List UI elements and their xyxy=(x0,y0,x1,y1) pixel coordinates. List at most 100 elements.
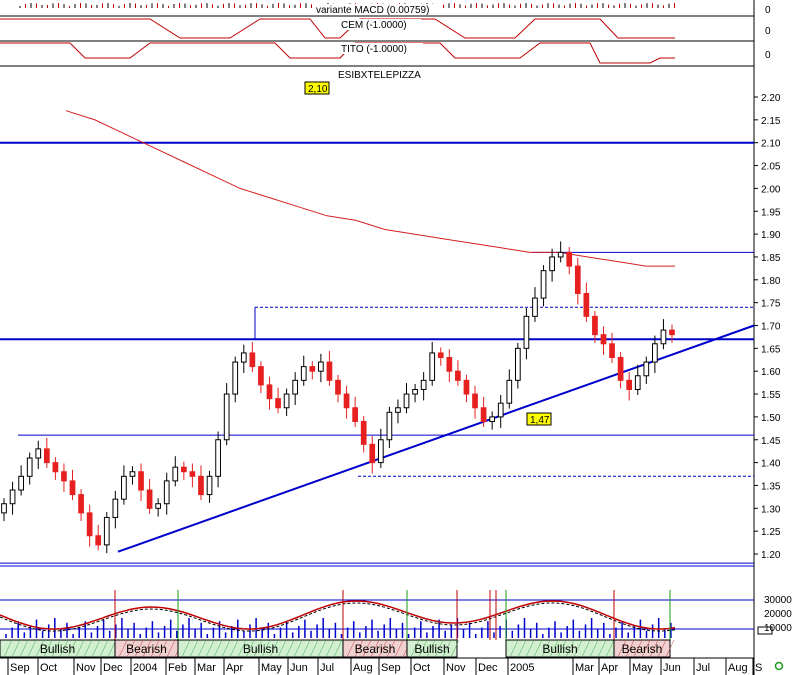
price-callouts: 2,10 1,47 xyxy=(304,81,552,426)
candle-up xyxy=(1,503,7,514)
band-hatch xyxy=(27,639,37,658)
candle-up xyxy=(634,375,641,390)
band-hatch xyxy=(285,639,295,658)
price-tick-label: 1.95 xyxy=(761,207,781,218)
band-hatch xyxy=(378,639,388,658)
price-tick-label: 2.15 xyxy=(761,116,781,127)
level-lines xyxy=(0,141,754,564)
candle-up xyxy=(240,352,247,363)
band-hatch xyxy=(181,639,191,658)
band-hatch xyxy=(573,639,583,658)
band-hatch xyxy=(665,639,675,658)
time-tick-label: Aug xyxy=(728,662,748,674)
candle-up xyxy=(497,402,504,418)
trend-band-label: Bullish xyxy=(414,642,449,656)
band-hatch xyxy=(3,639,13,658)
candle-down xyxy=(61,471,67,482)
candle-down xyxy=(463,379,470,395)
candle-up xyxy=(403,393,410,409)
band-hatch xyxy=(625,639,635,658)
price-tick-label: 1.75 xyxy=(761,299,781,310)
candle-down xyxy=(360,420,367,445)
candle-down xyxy=(600,334,607,345)
candle-down xyxy=(69,480,76,496)
refresh-circle-icon[interactable] xyxy=(774,661,784,671)
candle-down xyxy=(146,489,153,509)
band-hatch xyxy=(325,639,335,658)
candle-down xyxy=(472,393,478,409)
candle-up xyxy=(129,471,136,477)
candle-down xyxy=(266,384,273,400)
candle-down xyxy=(52,462,59,473)
candle-up xyxy=(292,379,299,395)
band-hatch xyxy=(59,639,69,658)
price-tick-label: 1.65 xyxy=(761,344,781,355)
band-hatch xyxy=(75,639,85,658)
price-tick-label: 1.40 xyxy=(761,459,781,470)
band-hatch xyxy=(549,639,559,658)
band-hatch xyxy=(205,639,215,658)
band-hatch xyxy=(418,639,428,658)
band-hatch xyxy=(269,639,279,658)
band-hatch xyxy=(83,639,93,658)
candle-down xyxy=(258,366,264,386)
band-hatch xyxy=(509,639,519,658)
band-hatch xyxy=(346,639,356,658)
candle-up xyxy=(532,297,538,317)
band-hatch xyxy=(354,639,364,658)
band-hatch xyxy=(541,639,551,658)
band-hatch xyxy=(261,639,271,658)
price-axis: 2.20 2.15 2.10 2.05 2.00 1.95 1.90 1.85 1.80 1.75… xyxy=(754,93,781,561)
band-hatch xyxy=(581,639,591,658)
indicator-panels: variante MACD (0.00759) CEM (-1.0000) TI… xyxy=(0,0,771,675)
band-hatch xyxy=(657,639,667,658)
candle-down xyxy=(78,494,84,514)
candle-up xyxy=(155,503,162,509)
band-hatch xyxy=(118,639,128,658)
candle-up xyxy=(506,379,513,404)
price-tick-label: 1.20 xyxy=(761,550,781,561)
time-tick-label: Feb xyxy=(168,662,187,674)
candle-down xyxy=(566,251,573,267)
band-hatch xyxy=(597,639,607,658)
band-hatch xyxy=(434,639,444,658)
volume-tick: 10000 xyxy=(764,623,792,634)
band-hatch xyxy=(605,639,615,658)
band-hatch xyxy=(158,639,168,658)
band-hatch xyxy=(333,639,343,658)
candle-up xyxy=(395,407,401,413)
trend-band-label: Bullish xyxy=(542,642,577,656)
candle-up xyxy=(377,439,384,464)
band-hatch xyxy=(641,639,651,658)
candle-up xyxy=(283,393,290,409)
band-hatch xyxy=(99,639,109,658)
signal-markers xyxy=(114,590,671,640)
band-hatch xyxy=(533,639,543,658)
band-hatch xyxy=(517,639,527,658)
candle-up xyxy=(386,411,393,441)
band-hatch xyxy=(370,639,380,658)
volume-panel: 30000 20000 10000 xyxy=(0,565,792,640)
time-tick-label: Apr xyxy=(226,662,243,674)
candle-down xyxy=(574,265,581,295)
time-tick-label: Sep xyxy=(381,662,401,674)
price-tick-label: 1.70 xyxy=(761,322,781,333)
candle-up xyxy=(412,388,418,395)
trend-band-label: Bullish xyxy=(243,642,278,656)
band-hatch xyxy=(229,639,239,658)
price-tick-label: 1.50 xyxy=(761,413,781,424)
band-hatch xyxy=(301,639,311,658)
price-callout-box xyxy=(304,81,330,95)
candle-up xyxy=(18,475,24,491)
band-hatch xyxy=(245,639,255,658)
time-tick-label: Mar xyxy=(197,662,216,674)
bullish-band xyxy=(406,639,458,658)
candle-up xyxy=(549,256,555,272)
price-tick-label: 1.25 xyxy=(761,527,781,538)
trend-band-label: Bearish xyxy=(126,642,167,656)
candle-down xyxy=(180,466,187,473)
candle-up xyxy=(26,457,33,477)
time-tick-label: Oct xyxy=(413,662,430,674)
